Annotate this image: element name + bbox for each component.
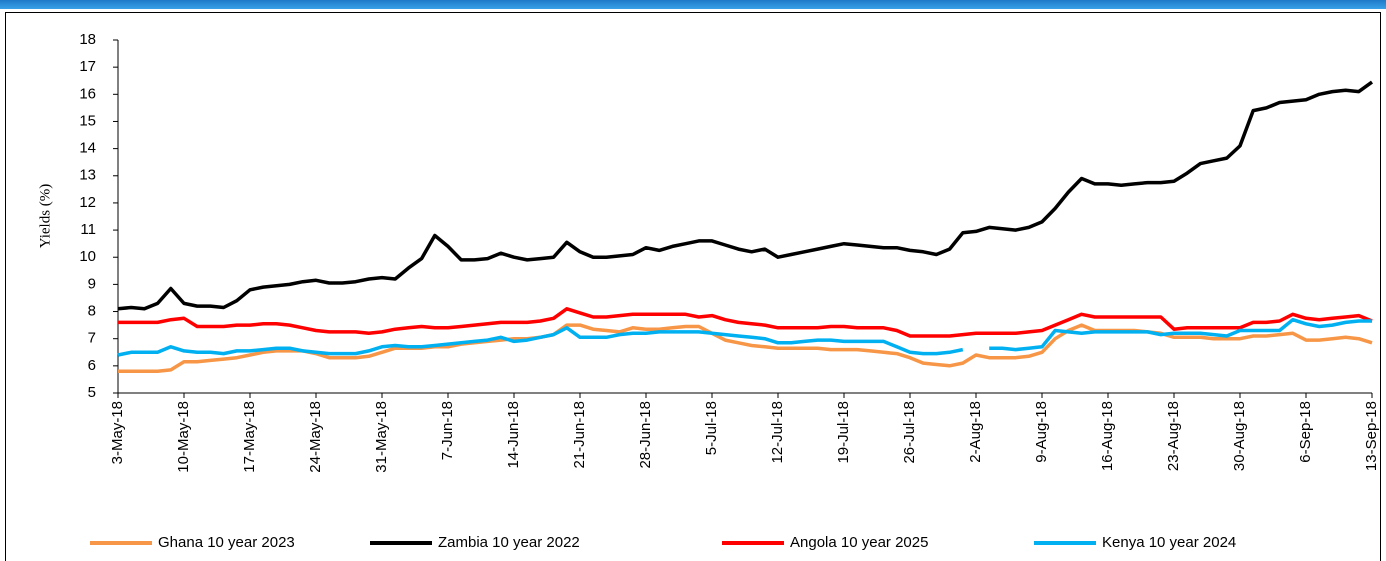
series-line xyxy=(117,317,1372,357)
top-band xyxy=(0,0,1386,9)
x-tick-label: 9-Aug-18 xyxy=(1033,401,1050,463)
y-tick-label: 9 xyxy=(88,275,96,292)
x-tick-label: 24-May-18 xyxy=(307,401,324,473)
x-tick-label: 26-Jul-18 xyxy=(901,401,918,464)
x-tick-label: 21-Jun-18 xyxy=(571,401,588,469)
y-tick-label: 7 xyxy=(88,330,96,347)
series-line xyxy=(117,80,1374,311)
x-tick-label: 13-Sep-18 xyxy=(1363,401,1380,471)
x-tick-label: 30-Aug-18 xyxy=(1231,401,1248,471)
x-tick-label: 10-May-18 xyxy=(175,401,192,473)
chart-frame xyxy=(5,12,1381,561)
x-tick-label: 31-May-18 xyxy=(373,401,390,473)
x-tick-label: 7-Jun-18 xyxy=(439,401,456,460)
y-tick-label: 8 xyxy=(88,303,96,320)
x-tick-label: 6-Sep-18 xyxy=(1297,401,1314,463)
x-tick-label: 28-Jun-18 xyxy=(637,401,654,469)
y-axis-label: Yields (%) xyxy=(37,184,53,249)
y-tick-label: 17 xyxy=(79,58,96,75)
y-tick-label: 12 xyxy=(79,194,96,211)
x-tick-label: 23-Aug-18 xyxy=(1165,401,1182,471)
y-tick-label: 14 xyxy=(79,140,96,157)
legend-label: Angola 10 year 2025 xyxy=(790,534,928,551)
legend-label: Zambia 10 year 2022 xyxy=(438,534,580,551)
y-tick-label: 11 xyxy=(80,221,96,238)
legend-label: Ghana 10 year 2023 xyxy=(158,534,295,551)
y-tick-label: 16 xyxy=(79,85,96,102)
y-tick-label: 6 xyxy=(88,357,96,374)
x-tick-label: 17-May-18 xyxy=(241,401,258,473)
y-tick-label: 10 xyxy=(79,248,96,265)
x-tick-label: 5-Jul-18 xyxy=(703,401,720,455)
y-tick-label: 13 xyxy=(79,167,96,184)
y-tick-label: 15 xyxy=(79,112,96,129)
y-tick-label: 5 xyxy=(88,384,96,401)
x-tick-label: 14-Jun-18 xyxy=(505,401,522,469)
legend-label: Kenya 10 year 2024 xyxy=(1102,534,1236,551)
x-tick-label: 3-May-18 xyxy=(109,401,126,464)
x-tick-label: 12-Jul-18 xyxy=(769,401,786,464)
x-tick-label: 16-Aug-18 xyxy=(1099,401,1116,471)
y-tick-label: 18 xyxy=(79,31,96,48)
x-tick-label: 2-Aug-18 xyxy=(967,401,984,463)
x-tick-label: 19-Jul-18 xyxy=(835,401,852,464)
series-line xyxy=(118,307,1373,338)
